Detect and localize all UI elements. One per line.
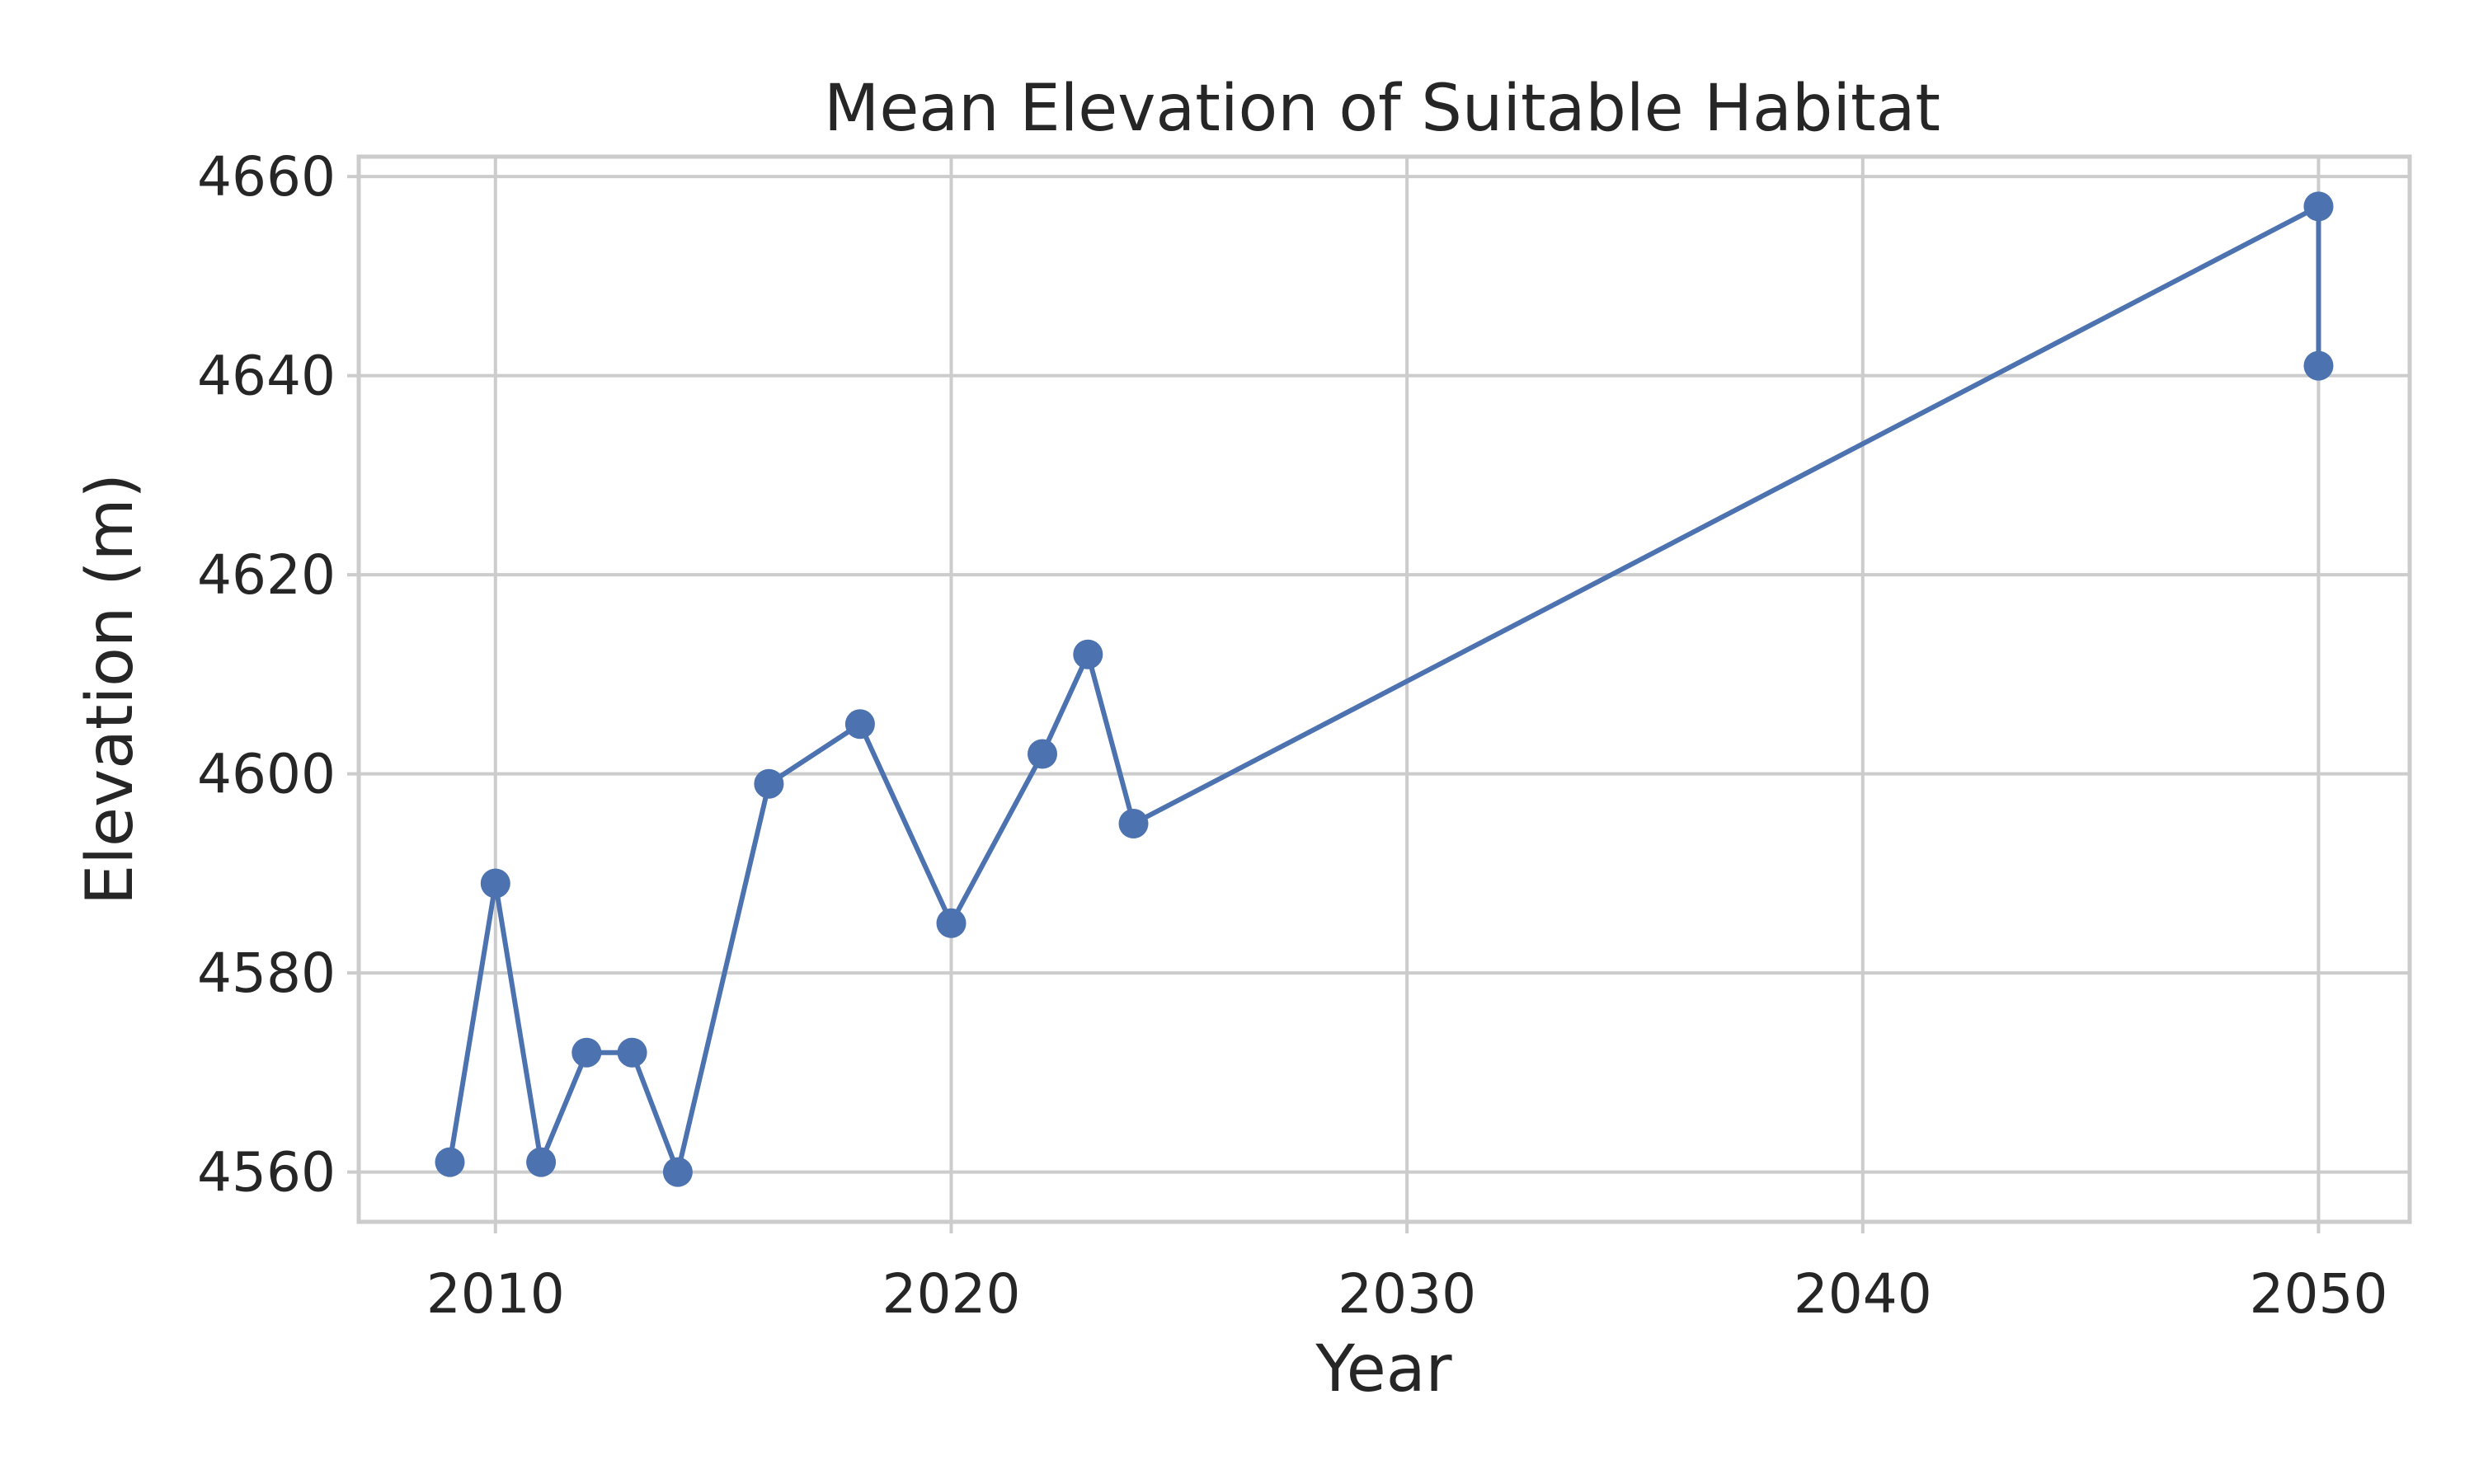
y-tick-label: 4580 xyxy=(197,942,336,1005)
y-axis-label: Elevation (m) xyxy=(73,473,148,905)
data-point xyxy=(754,768,784,799)
y-tick-label: 4600 xyxy=(197,743,336,806)
data-point xyxy=(526,1147,557,1177)
x-tick-label: 2020 xyxy=(882,1262,1020,1326)
series-markers xyxy=(435,191,2334,1187)
chart-title: Mean Elevation of Suitable Habitat xyxy=(824,72,1940,146)
axis-ticks: 2010 2020 2030 2040 2050 4560 4580 4600 4620 4640… xyxy=(197,145,2387,1326)
data-point xyxy=(662,1157,693,1187)
data-point xyxy=(1028,739,1057,769)
data-point xyxy=(2303,191,2334,222)
y-tick-label: 4660 xyxy=(197,145,336,209)
y-tick-label: 4620 xyxy=(197,543,336,607)
data-point xyxy=(435,1147,465,1177)
series-line xyxy=(447,204,2321,1175)
x-tick-label: 2010 xyxy=(426,1262,565,1326)
plot-frame xyxy=(356,154,2412,1224)
x-tick-label: 2040 xyxy=(1794,1262,1932,1326)
data-point xyxy=(617,1037,647,1068)
data-point xyxy=(571,1037,602,1068)
x-axis-label: Year xyxy=(1315,1332,1452,1407)
data-point xyxy=(844,709,875,740)
data-point xyxy=(480,868,510,899)
x-tick-label: 2030 xyxy=(1338,1262,1476,1326)
x-tick-label: 2050 xyxy=(2249,1262,2387,1326)
data-point xyxy=(1073,639,1103,669)
grid-lines xyxy=(359,157,2410,1222)
y-tick-label: 4560 xyxy=(197,1141,336,1205)
data-point xyxy=(936,908,967,938)
data-point xyxy=(1118,809,1149,838)
data-point xyxy=(2303,350,2334,381)
y-tick-label: 4640 xyxy=(197,345,336,408)
